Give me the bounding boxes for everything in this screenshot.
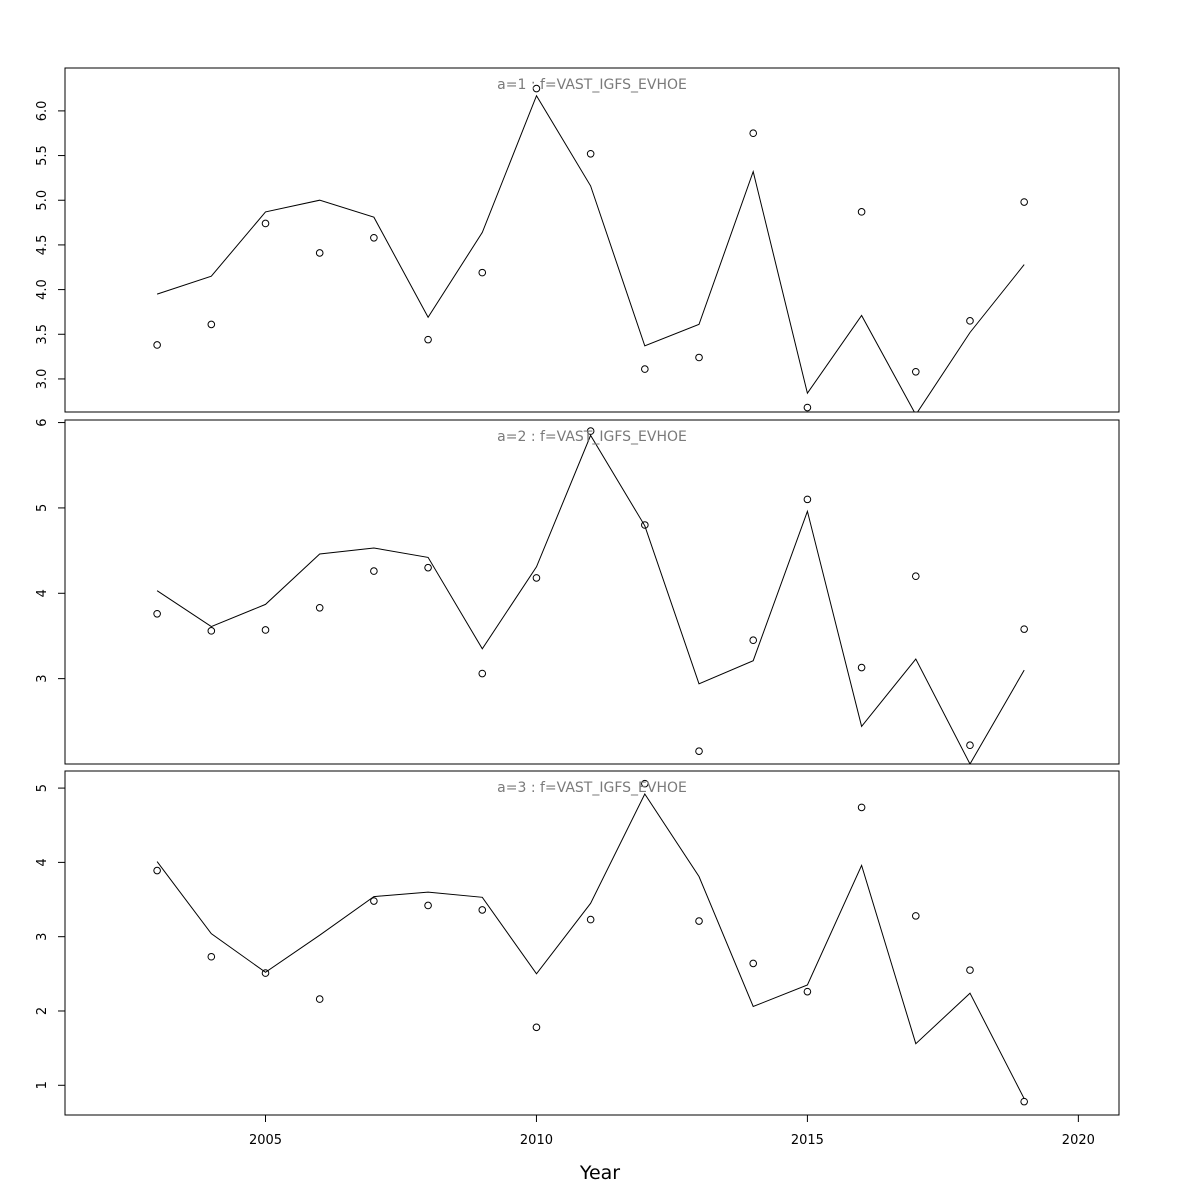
y-tick-label: 2	[35, 1007, 50, 1015]
observed-point	[424, 901, 432, 910]
panel-3: 1 2 3 4 5 a=3 : f=VAST_IGFS_EVHOE	[35, 770, 1120, 1116]
observed-point	[803, 495, 812, 504]
fitted-line	[156, 434, 1025, 764]
observed-point	[749, 959, 758, 968]
observed-point	[857, 663, 866, 672]
observed-point	[966, 741, 974, 750]
y-tick-label: 5.0	[35, 190, 50, 211]
observed-point	[586, 149, 595, 158]
observed-point	[966, 317, 974, 325]
fitted-line	[156, 94, 1025, 412]
observed-point	[586, 915, 595, 924]
observed-point	[207, 627, 216, 635]
observed-point	[586, 427, 595, 435]
observed-point	[315, 249, 324, 257]
observed-point	[261, 626, 270, 634]
observed-point	[857, 208, 866, 216]
y-tick-label: 1	[35, 1081, 50, 1089]
panels-group: 3.0 3.5 4.0 4.5 5.0 5.5 6.0 a=1 : f=VAST_IGFS_E…	[35, 67, 1120, 1116]
observed-point	[695, 353, 703, 362]
y-tick-label: 4.0	[35, 279, 50, 300]
observed-point	[153, 341, 161, 349]
observed-point	[749, 636, 758, 645]
x-tick-label: 2020	[1062, 1133, 1095, 1148]
x-tick-label: 2015	[791, 1133, 824, 1148]
observed-point	[478, 669, 487, 678]
observed-point	[641, 779, 649, 788]
observed-point	[424, 335, 432, 344]
observed-point	[803, 987, 812, 996]
observed-point	[153, 609, 161, 618]
observed-point	[966, 966, 974, 974]
observed-point	[315, 995, 324, 1003]
panel-frame	[64, 770, 1120, 1116]
fitted-line	[156, 792, 1025, 1099]
observed-point	[207, 952, 216, 961]
observed-point	[1020, 625, 1028, 633]
panel-1: 3.0 3.5 4.0 4.5 5.0 5.5 6.0 a=1 : f=VAST_IGFS_E…	[35, 67, 1120, 413]
panel-plot-area	[153, 84, 1028, 412]
panel-plot-area	[153, 779, 1028, 1106]
y-tick-label: 4.5	[35, 235, 50, 256]
observed-point	[803, 403, 812, 412]
observed-point	[478, 906, 487, 914]
y-tick-label: 5	[35, 784, 50, 792]
x-tick-label: 2010	[520, 1133, 553, 1148]
observed-point	[749, 129, 758, 138]
observed-point	[857, 803, 866, 812]
observed-point	[478, 268, 487, 277]
observed-point	[1020, 1097, 1028, 1106]
observed-point	[370, 233, 378, 242]
observed-point	[261, 219, 270, 228]
x-tick-label: 2005	[249, 1133, 282, 1148]
observed-point	[695, 917, 703, 925]
y-tick-label: 3	[35, 674, 50, 682]
panel-title: a=1 : f=VAST_IGFS_EVHOE	[497, 77, 687, 93]
observed-point	[370, 567, 378, 575]
panel-frame	[64, 67, 1120, 413]
panel-frame	[64, 419, 1120, 765]
observed-point	[911, 572, 920, 581]
observed-point	[641, 521, 649, 529]
observed-point	[911, 912, 920, 920]
observed-point	[315, 603, 324, 612]
observed-point	[911, 367, 920, 376]
observed-point	[261, 969, 270, 977]
x-axis: 2005 2010 2015 2020	[249, 1114, 1095, 1148]
y-tick-label: 4	[35, 858, 50, 866]
x-axis-title: Year	[579, 1162, 620, 1184]
panel-title: a=3 : f=VAST_IGFS_EVHOE	[497, 780, 687, 796]
panel-2: 3 4 5 6 a=2 : f=VAST_IGFS_EVHOE	[35, 418, 1120, 765]
y-tick-label: 5	[35, 504, 50, 512]
observed-point	[532, 1023, 541, 1032]
panel-title: a=2 : f=VAST_IGFS_EVHOE	[497, 429, 687, 445]
y-tick-label: 3.5	[35, 324, 50, 345]
observed-point	[695, 747, 703, 755]
y-tick-label: 3	[35, 933, 50, 941]
y-tick-label: 5.5	[35, 145, 50, 166]
y-tick-label: 6.0	[35, 101, 50, 122]
y-tick-label: 6	[35, 418, 50, 426]
observed-point	[207, 320, 216, 329]
observed-point	[532, 574, 541, 582]
observed-point	[153, 866, 161, 875]
observed-point	[532, 84, 541, 93]
observed-point	[424, 563, 432, 572]
y-tick-label: 4	[35, 589, 50, 597]
y-tick-label: 3.0	[35, 369, 50, 390]
observed-point	[1020, 198, 1028, 206]
panel-plot-area	[153, 427, 1028, 764]
observed-point	[641, 365, 649, 373]
observed-point	[370, 897, 378, 905]
